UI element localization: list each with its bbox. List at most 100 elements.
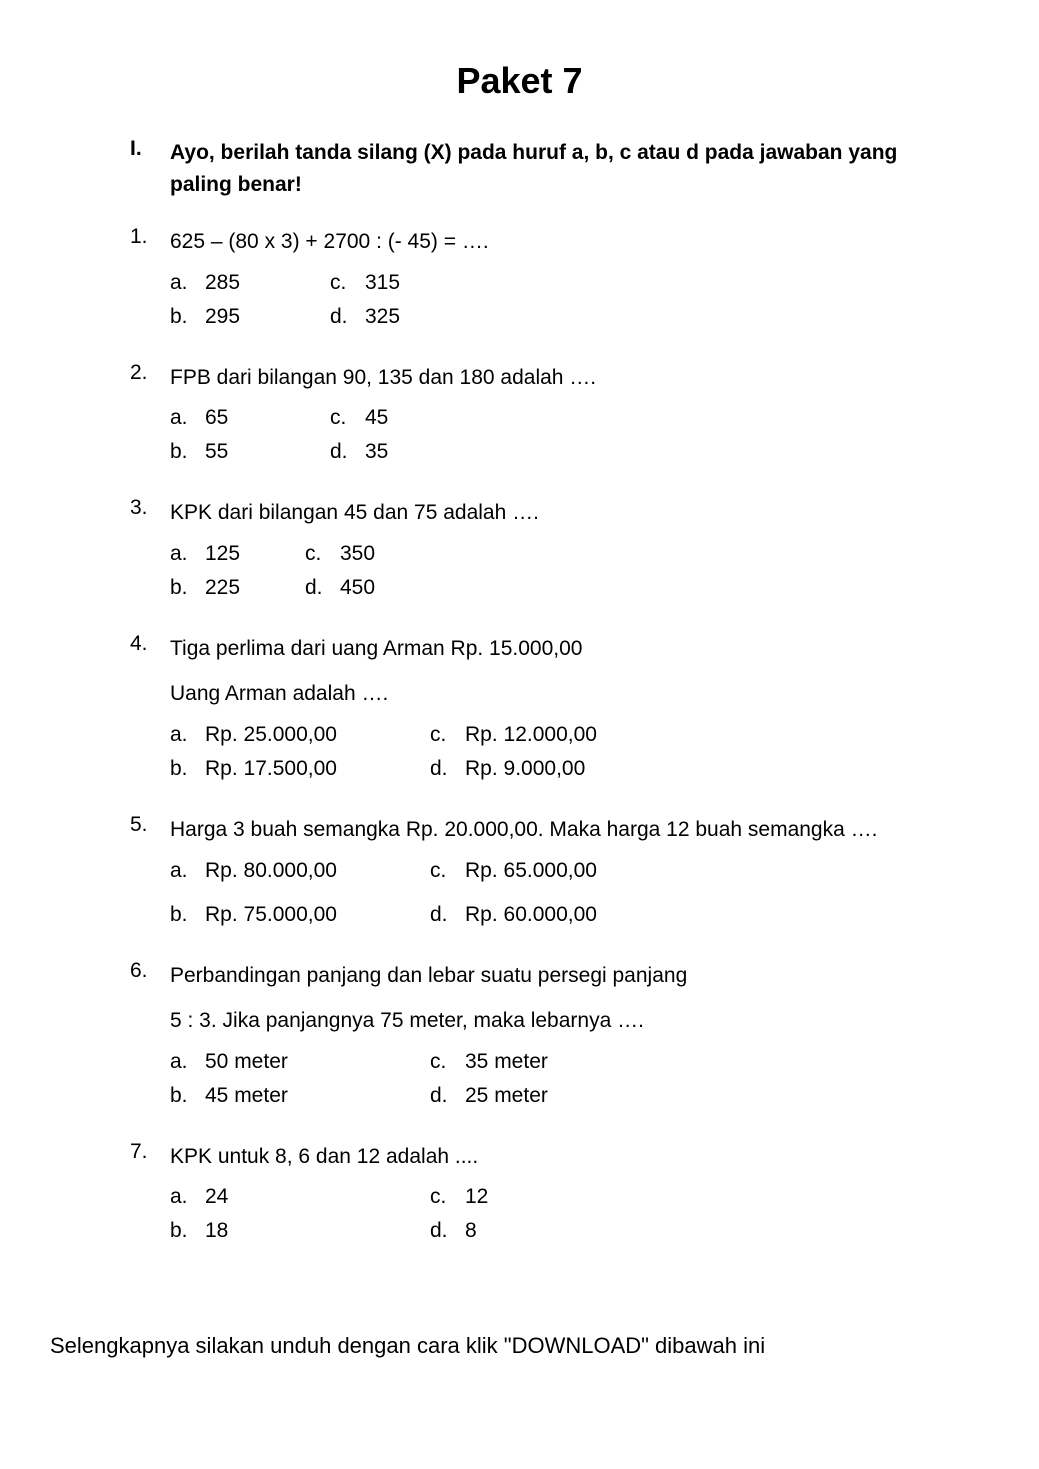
question-body: Harga 3 buah semangka Rp. 20.000,00. Mak… bbox=[170, 813, 909, 937]
option-d: d.35 bbox=[330, 440, 490, 464]
option-letter: a. bbox=[170, 1050, 205, 1074]
options-row: a.24 c.12 bbox=[170, 1185, 909, 1209]
option-letter: d. bbox=[330, 305, 365, 329]
options-row: a.65c.45 bbox=[170, 406, 909, 430]
options-row: b.55d.35 bbox=[170, 440, 909, 464]
option-value: Rp. 80.000,00 bbox=[205, 859, 337, 883]
option-a: a.50 meter bbox=[170, 1050, 430, 1074]
options-row: a.50 meterc.35 meter bbox=[170, 1050, 909, 1074]
question-number: 4. bbox=[130, 632, 170, 791]
option-value: 50 meter bbox=[205, 1050, 288, 1074]
question-number: 3. bbox=[130, 496, 170, 610]
question-number: 1. bbox=[130, 225, 170, 339]
option-value: 45 bbox=[365, 406, 388, 430]
option-c: c.45 bbox=[330, 406, 490, 430]
option-letter: c. bbox=[330, 406, 365, 430]
content-area: I. Ayo, berilah tanda silang (X) pada hu… bbox=[50, 137, 989, 1253]
question-body: 625 – (80 x 3) + 2700 : (- 45) = …. a.285… bbox=[170, 225, 909, 339]
option-value: Rp. 9.000,00 bbox=[465, 757, 585, 781]
question-text: Harga 3 buah semangka Rp. 20.000,00. Mak… bbox=[170, 813, 909, 847]
option-letter: b. bbox=[170, 305, 205, 329]
option-a: a.65 bbox=[170, 406, 330, 430]
question-block: 2.FPB dari bilangan 90, 135 dan 180 adal… bbox=[130, 361, 909, 475]
option-letter: a. bbox=[170, 406, 205, 430]
option-letter: b. bbox=[170, 576, 205, 600]
option-c: c.350 bbox=[305, 542, 440, 566]
option-value: 8 bbox=[465, 1219, 477, 1243]
option-b: b.295 bbox=[170, 305, 330, 329]
option-letter: a. bbox=[170, 859, 205, 883]
option-value: 285 bbox=[205, 271, 240, 295]
option-c: c.315 bbox=[330, 271, 490, 295]
question-number: 6. bbox=[130, 959, 170, 1118]
options-row: b.295d.325 bbox=[170, 305, 909, 329]
option-letter: d. bbox=[430, 1219, 465, 1243]
question-text: Tiga perlima dari uang Arman Rp. 15.000,… bbox=[170, 632, 909, 666]
question-text-line2: 5 : 3. Jika panjangnya 75 meter, maka le… bbox=[170, 1004, 909, 1038]
question-block: 3.KPK dari bilangan 45 dan 75 adalah …. a… bbox=[130, 496, 909, 610]
question-number: 7. bbox=[130, 1140, 170, 1254]
option-letter: b. bbox=[170, 1084, 205, 1108]
section-number: I. bbox=[130, 137, 170, 200]
option-d: d.Rp. 9.000,00 bbox=[430, 757, 690, 781]
option-c: c.Rp. 65.000,00 bbox=[430, 859, 690, 883]
option-value: 25 meter bbox=[465, 1084, 548, 1108]
option-letter: d. bbox=[330, 440, 365, 464]
option-value: 55 bbox=[205, 440, 228, 464]
option-b: b.225 bbox=[170, 576, 305, 600]
section-header: I. Ayo, berilah tanda silang (X) pada hu… bbox=[130, 137, 909, 200]
question-block: 5.Harga 3 buah semangka Rp. 20.000,00. M… bbox=[130, 813, 909, 937]
option-letter: a. bbox=[170, 542, 205, 566]
option-value: 225 bbox=[205, 576, 240, 600]
option-value: Rp. 60.000,00 bbox=[465, 903, 597, 927]
option-letter: d. bbox=[305, 576, 340, 600]
option-value: Rp. 12.000,00 bbox=[465, 723, 597, 747]
option-letter: b. bbox=[170, 757, 205, 781]
option-value: 35 bbox=[365, 440, 388, 464]
question-body: Perbandingan panjang dan lebar suatu per… bbox=[170, 959, 909, 1118]
option-letter: c. bbox=[430, 1050, 465, 1074]
option-value: 65 bbox=[205, 406, 228, 430]
option-d: d.8 bbox=[430, 1219, 690, 1243]
option-value: 350 bbox=[340, 542, 375, 566]
question-text: 625 – (80 x 3) + 2700 : (- 45) = …. bbox=[170, 225, 909, 259]
questions-container: 1.625 – (80 x 3) + 2700 : (- 45) = ….a.2… bbox=[130, 225, 909, 1253]
question-block: 4.Tiga perlima dari uang Arman Rp. 15.00… bbox=[130, 632, 909, 791]
question-number: 5. bbox=[130, 813, 170, 937]
option-d: d.25 meter bbox=[430, 1084, 690, 1108]
option-letter: a. bbox=[170, 271, 205, 295]
question-block: 1.625 – (80 x 3) + 2700 : (- 45) = …. a.2… bbox=[130, 225, 909, 339]
option-a: a.125 bbox=[170, 542, 305, 566]
question-body: Tiga perlima dari uang Arman Rp. 15.000,… bbox=[170, 632, 909, 791]
option-b: b.Rp. 17.500,00 bbox=[170, 757, 430, 781]
question-text: FPB dari bilangan 90, 135 dan 180 adalah… bbox=[170, 361, 909, 395]
option-letter: c. bbox=[430, 1185, 465, 1209]
question-text: KPK dari bilangan 45 dan 75 adalah …. bbox=[170, 496, 909, 530]
option-c: c.Rp. 12.000,00 bbox=[430, 723, 690, 747]
options-row: b.Rp. 75.000,00d.Rp. 60.000,00 bbox=[170, 903, 909, 927]
option-value: 125 bbox=[205, 542, 240, 566]
option-value: 12 bbox=[465, 1185, 488, 1209]
section-instruction: Ayo, berilah tanda silang (X) pada huruf… bbox=[170, 137, 909, 200]
options-row: a.125c.350 bbox=[170, 542, 909, 566]
option-d: d.450 bbox=[305, 576, 440, 600]
option-value: 24 bbox=[205, 1185, 228, 1209]
option-value: 450 bbox=[340, 576, 375, 600]
option-b: b.18 bbox=[170, 1219, 430, 1243]
options-row: b.Rp. 17.500,00d.Rp. 9.000,00 bbox=[170, 757, 909, 781]
options-row: b.18d.8 bbox=[170, 1219, 909, 1243]
question-body: KPK untuk 8, 6 dan 12 adalah ....a.24c.1… bbox=[170, 1140, 909, 1254]
option-letter: b. bbox=[170, 903, 205, 927]
option-letter: c. bbox=[430, 723, 465, 747]
option-c: c.12 bbox=[430, 1185, 690, 1209]
options-row: a.Rp. 80.000,00 c.Rp. 65.000,00 bbox=[170, 859, 909, 883]
option-letter: d. bbox=[430, 757, 465, 781]
footer-text: Selengkapnya silakan unduh dengan cara k… bbox=[50, 1333, 989, 1359]
option-value: 315 bbox=[365, 271, 400, 295]
option-letter: c. bbox=[430, 859, 465, 883]
option-letter: d. bbox=[430, 1084, 465, 1108]
option-letter: a. bbox=[170, 1185, 205, 1209]
option-b: b.45 meter bbox=[170, 1084, 430, 1108]
options-row: a.285 c.315 bbox=[170, 271, 909, 295]
option-value: 325 bbox=[365, 305, 400, 329]
